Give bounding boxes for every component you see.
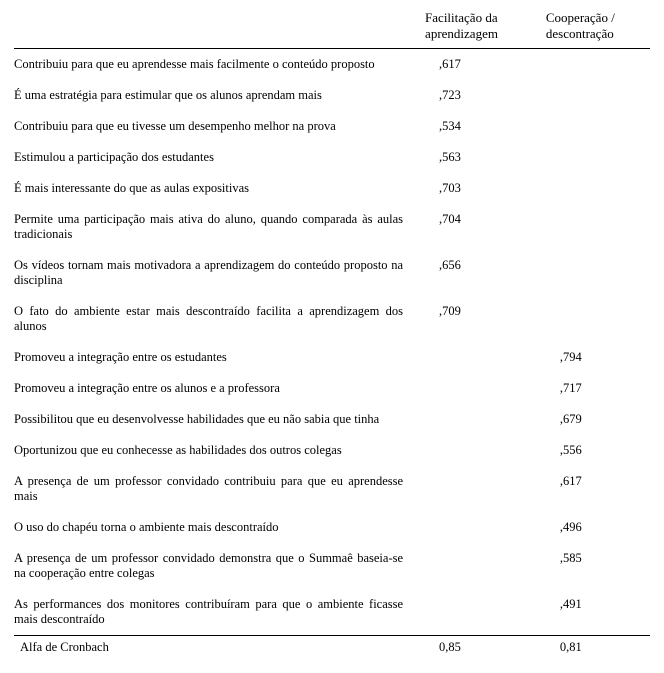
header-item xyxy=(14,8,421,49)
factor1-value xyxy=(421,543,542,589)
item-text: Os vídeos tornam mais motivadora a apren… xyxy=(14,250,421,296)
table-row: Contribuiu para que eu tivesse um desemp… xyxy=(14,111,650,142)
factor2-value xyxy=(542,49,650,81)
factor1-value: ,656 xyxy=(421,250,542,296)
factor2-value xyxy=(542,142,650,173)
factor1-value xyxy=(421,435,542,466)
factor1-value: ,617 xyxy=(421,49,542,81)
item-text: É mais interessante do que as aulas expo… xyxy=(14,173,421,204)
item-text: As performances dos monitores contribuír… xyxy=(14,589,421,636)
table-row: As performances dos monitores contribuír… xyxy=(14,589,650,636)
alpha-row: Alfa de Cronbach 0,85 0,81 xyxy=(14,636,650,658)
item-text: Promoveu a integração entre os estudante… xyxy=(14,342,421,373)
factor2-value: ,491 xyxy=(542,589,650,636)
item-text: Permite uma participação mais ativa do a… xyxy=(14,204,421,250)
table-row: O fato do ambiente estar mais descontraí… xyxy=(14,296,650,342)
factor-loadings-table: Facilitação da aprendizagem Cooperação /… xyxy=(14,8,650,657)
table-row: Os vídeos tornam mais motivadora a apren… xyxy=(14,250,650,296)
factor2-value xyxy=(542,204,650,250)
alpha-label: Alfa de Cronbach xyxy=(14,636,421,658)
table-row: Estimulou a participação dos estudantes,… xyxy=(14,142,650,173)
item-text: É uma estratégia para estimular que os a… xyxy=(14,80,421,111)
factor2-value: ,496 xyxy=(542,512,650,543)
factor2-value xyxy=(542,111,650,142)
table-row: Possibilitou que eu desenvolvesse habili… xyxy=(14,404,650,435)
table-row: Oportunizou que eu conhecesse as habilid… xyxy=(14,435,650,466)
table-row: A presença de um professor convidado dem… xyxy=(14,543,650,589)
table-row: É mais interessante do que as aulas expo… xyxy=(14,173,650,204)
factor1-value xyxy=(421,404,542,435)
factor1-value xyxy=(421,373,542,404)
factor2-value xyxy=(542,173,650,204)
factor1-value xyxy=(421,512,542,543)
table-row: O uso do chapéu torna o ambiente mais de… xyxy=(14,512,650,543)
table-row: Promoveu a integração entre os alunos e … xyxy=(14,373,650,404)
table-row: Permite uma participação mais ativa do a… xyxy=(14,204,650,250)
factor2-value: ,617 xyxy=(542,466,650,512)
factor2-value: ,794 xyxy=(542,342,650,373)
factor1-value xyxy=(421,589,542,636)
factor2-value xyxy=(542,296,650,342)
header-factor2: Cooperação / descontração xyxy=(542,8,650,49)
item-text: Possibilitou que eu desenvolvesse habili… xyxy=(14,404,421,435)
header-factor1: Facilitação da aprendizagem xyxy=(421,8,542,49)
item-text: Oportunizou que eu conhecesse as habilid… xyxy=(14,435,421,466)
table-row: Promoveu a integração entre os estudante… xyxy=(14,342,650,373)
factor2-value xyxy=(542,250,650,296)
table-body: Contribuiu para que eu aprendesse mais f… xyxy=(14,49,650,636)
factor1-value: ,709 xyxy=(421,296,542,342)
factor1-value: ,703 xyxy=(421,173,542,204)
factor2-value xyxy=(542,80,650,111)
factor2-value: ,556 xyxy=(542,435,650,466)
factor1-value xyxy=(421,466,542,512)
item-text: O fato do ambiente estar mais descontraí… xyxy=(14,296,421,342)
item-text: A presença de um professor convidado dem… xyxy=(14,543,421,589)
item-text: O uso do chapéu torna o ambiente mais de… xyxy=(14,512,421,543)
factor1-value: ,563 xyxy=(421,142,542,173)
factor1-value xyxy=(421,342,542,373)
factor2-value: ,717 xyxy=(542,373,650,404)
table-header-row: Facilitação da aprendizagem Cooperação /… xyxy=(14,8,650,49)
item-text: Contribuiu para que eu aprendesse mais f… xyxy=(14,49,421,81)
factor2-value: ,679 xyxy=(542,404,650,435)
alpha-f2: 0,81 xyxy=(542,636,650,658)
item-text: A presença de um professor convidado con… xyxy=(14,466,421,512)
factor1-value: ,704 xyxy=(421,204,542,250)
item-text: Promoveu a integração entre os alunos e … xyxy=(14,373,421,404)
item-text: Estimulou a participação dos estudantes xyxy=(14,142,421,173)
item-text: Contribuiu para que eu tivesse um desemp… xyxy=(14,111,421,142)
factor1-value: ,723 xyxy=(421,80,542,111)
table-row: Contribuiu para que eu aprendesse mais f… xyxy=(14,49,650,81)
factor2-value: ,585 xyxy=(542,543,650,589)
table-row: É uma estratégia para estimular que os a… xyxy=(14,80,650,111)
factor1-value: ,534 xyxy=(421,111,542,142)
alpha-f1: 0,85 xyxy=(421,636,542,658)
table-row: A presença de um professor convidado con… xyxy=(14,466,650,512)
